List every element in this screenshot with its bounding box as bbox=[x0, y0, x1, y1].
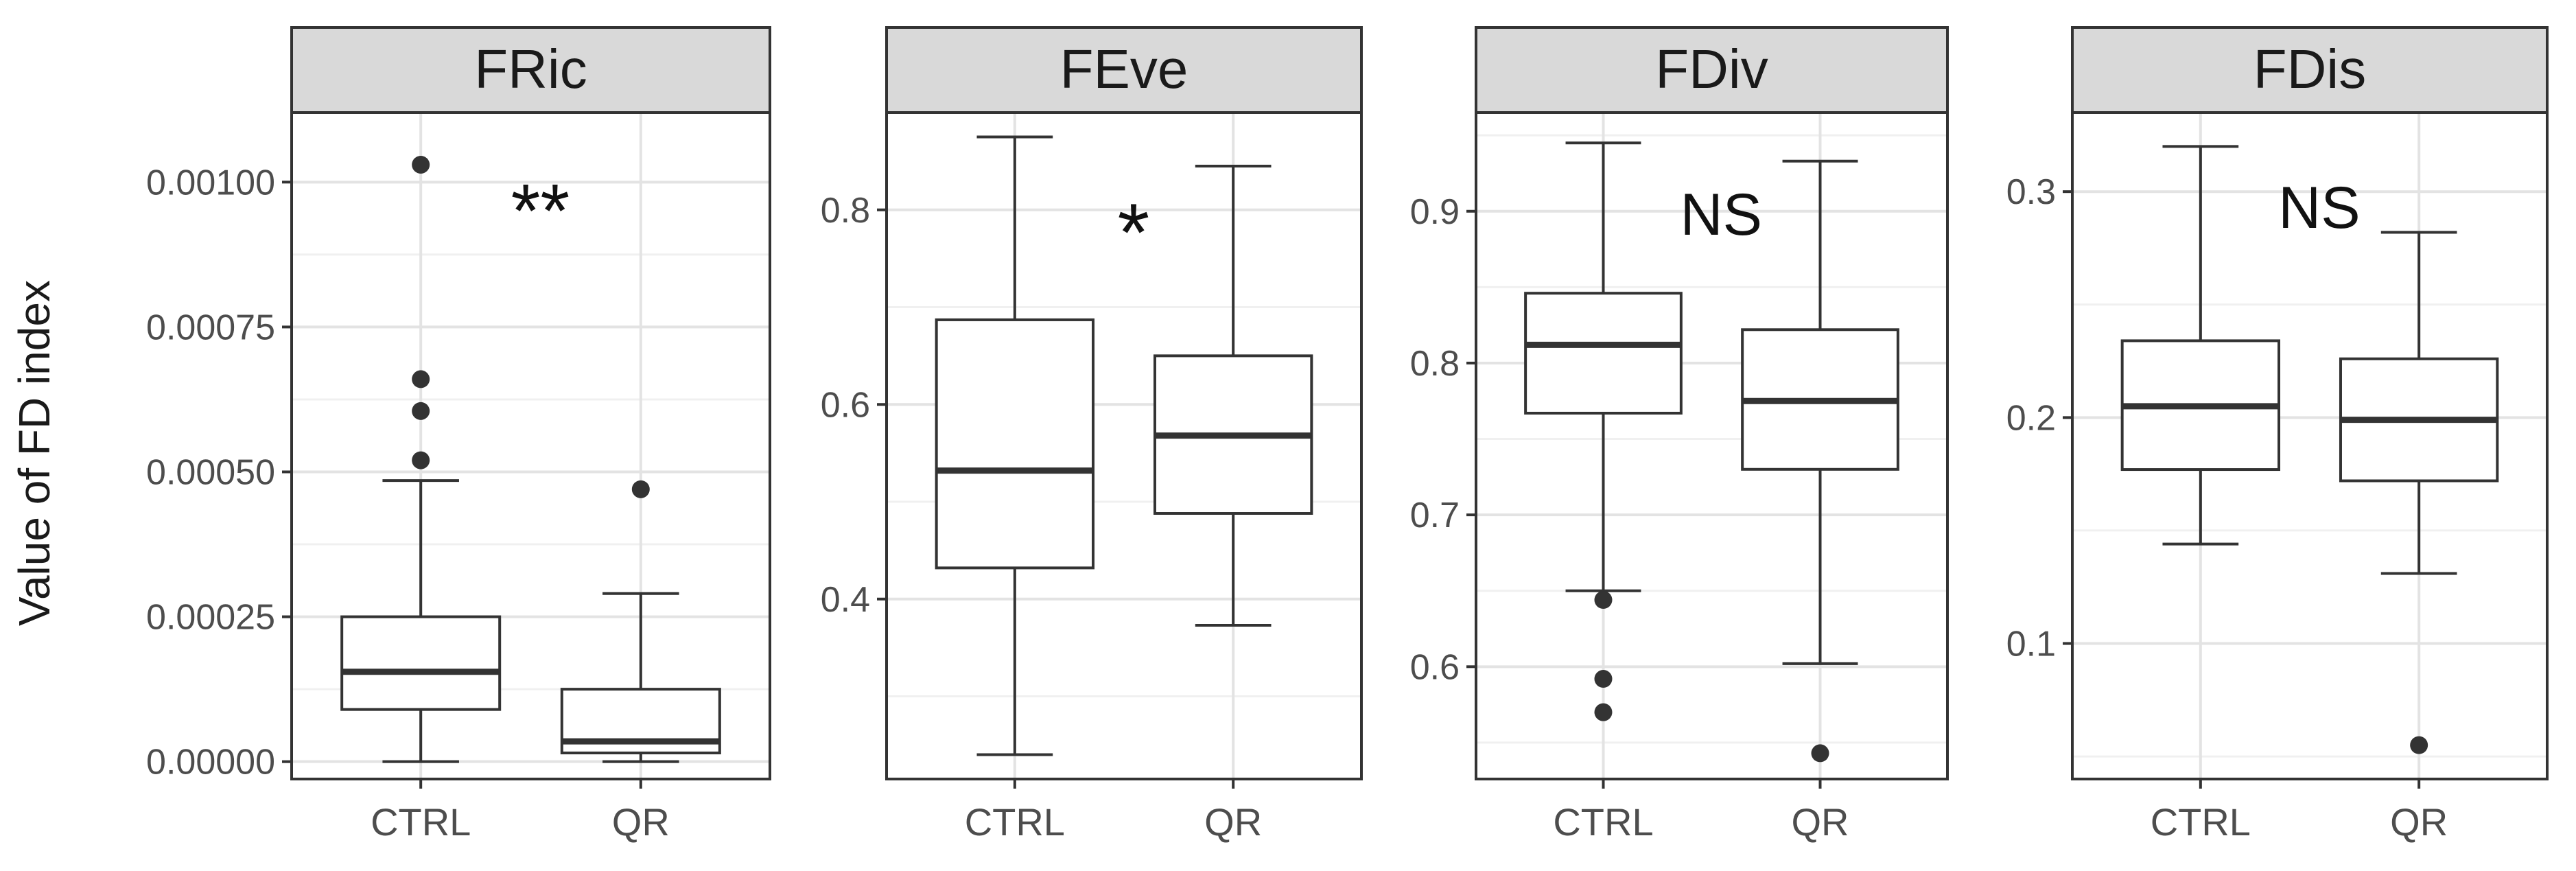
y-tick-label: 0.8 bbox=[821, 191, 870, 231]
outlier-point bbox=[1811, 744, 1829, 763]
x-tick-label: QR bbox=[2390, 800, 2448, 844]
outlier-point bbox=[412, 402, 430, 420]
box-qr bbox=[2339, 231, 2499, 754]
facet-strip bbox=[290, 26, 771, 114]
outlier-point bbox=[412, 155, 430, 174]
y-axis-label: Value of FD index bbox=[10, 280, 59, 626]
y-tick-label: 0.00000 bbox=[146, 743, 275, 782]
y-tick-label: 0.00025 bbox=[146, 598, 275, 638]
box-qr bbox=[560, 480, 721, 763]
x-tick-label: CTRL bbox=[965, 800, 1065, 844]
facet-title: FRic bbox=[474, 38, 587, 100]
x-tick-label: CTRL bbox=[1553, 800, 1653, 844]
significance-label: NS bbox=[1681, 182, 1762, 248]
box-qr bbox=[1741, 159, 1899, 763]
iqr-box bbox=[935, 318, 1095, 570]
outlier-point bbox=[1594, 591, 1613, 609]
y-tick-label: 0.1 bbox=[2006, 625, 2056, 664]
facet-fdis: 0.1 0.2 0.3 FDis NS CTRL QR bbox=[2006, 26, 2549, 844]
x-tick-label: QR bbox=[612, 800, 670, 844]
significance-label: NS bbox=[2278, 175, 2360, 241]
box-qr bbox=[1153, 164, 1313, 627]
x-tick-label: CTRL bbox=[2151, 800, 2251, 844]
facet-fdiv: 0.6 0.7 0.8 0.9 FDiv NS CTRL QR bbox=[1410, 26, 1949, 844]
y-tick-label: 0.2 bbox=[2006, 398, 2056, 438]
box-ctrl bbox=[1524, 141, 1683, 721]
y-tick-label: 0.7 bbox=[1410, 496, 1460, 535]
facet-strip bbox=[2071, 26, 2549, 114]
facet-panels: 0.00000 0.00025 0.00050 0.00075 0.00100 FRic *… bbox=[146, 26, 2549, 844]
facet-title: FDiv bbox=[1655, 38, 1768, 100]
outlier-point bbox=[2410, 736, 2428, 754]
outlier-point bbox=[1594, 703, 1613, 721]
y-tick-label: 0.00100 bbox=[146, 163, 275, 202]
box-ctrl bbox=[935, 135, 1095, 756]
y-tick-label: 0.6 bbox=[1410, 647, 1460, 687]
significance-label: ** bbox=[511, 169, 570, 253]
facet-fric: 0.00000 0.00025 0.00050 0.00075 0.00100 FRic *… bbox=[146, 26, 771, 844]
facet-strip bbox=[1475, 26, 1949, 114]
x-tick-label: QR bbox=[1204, 800, 1262, 844]
outlier-point bbox=[412, 370, 430, 388]
box-ctrl bbox=[340, 155, 502, 763]
outlier-point bbox=[1594, 670, 1613, 688]
facet-title: FDis bbox=[2253, 38, 2366, 100]
y-tick-label: 0.3 bbox=[2006, 172, 2056, 212]
y-tick-label: 0.00075 bbox=[146, 307, 275, 347]
y-tick-label: 0.00050 bbox=[146, 452, 275, 492]
x-tick-label: CTRL bbox=[371, 800, 471, 844]
x-tick-label: QR bbox=[1792, 800, 1849, 844]
significance-label: * bbox=[1117, 187, 1149, 279]
y-tick-label: 0.9 bbox=[1410, 192, 1460, 232]
facet-strip bbox=[885, 26, 1363, 114]
facet-title: FEve bbox=[1060, 38, 1189, 100]
box-ctrl bbox=[2120, 145, 2281, 546]
y-tick-label: 0.8 bbox=[1410, 344, 1460, 384]
iqr-box bbox=[1524, 292, 1683, 415]
y-tick-label: 0.4 bbox=[821, 580, 870, 620]
outlier-point bbox=[631, 480, 650, 498]
iqr-box bbox=[340, 615, 502, 711]
facet-feve: 0.4 0.6 0.8 FEve * CTRL QR bbox=[821, 26, 1363, 844]
y-tick-label: 0.6 bbox=[821, 385, 870, 425]
outlier-point bbox=[412, 451, 430, 469]
